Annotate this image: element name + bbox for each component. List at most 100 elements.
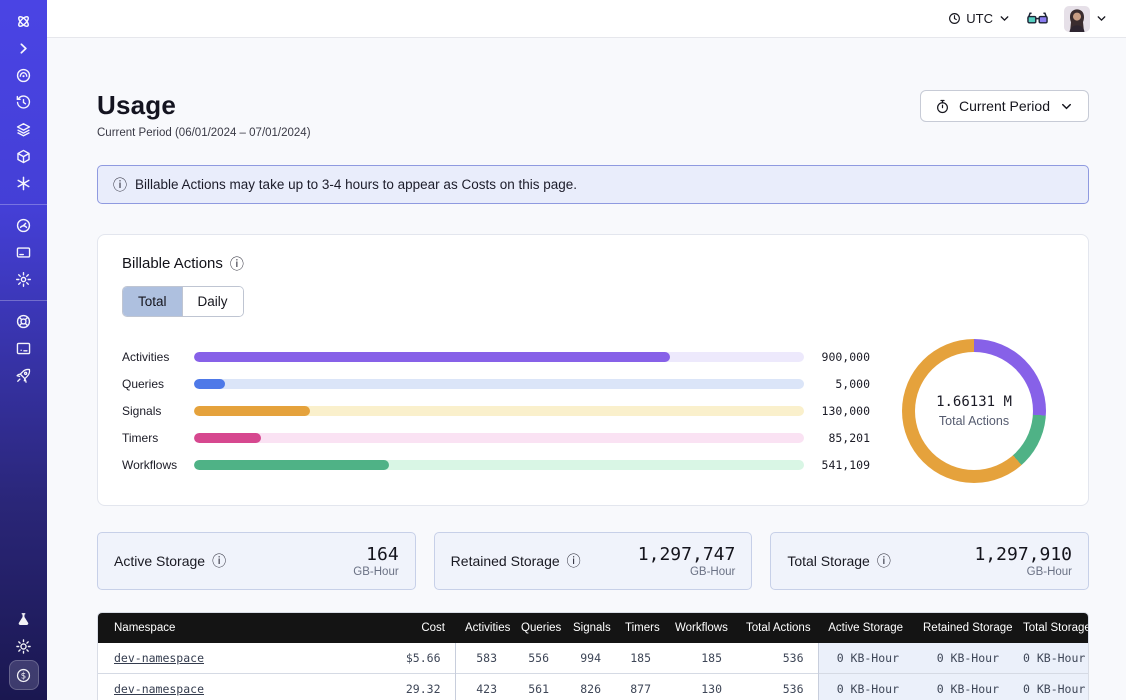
view-toggle: Total Daily [122,286,244,317]
col-active-storage: Active Storage [818,613,913,643]
col-total-actions: Total Actions [736,613,818,643]
sidebar-item-billing[interactable] [9,239,39,266]
feedback-glasses-button[interactable] [1027,11,1048,26]
cell-cost: $5.66 [358,643,455,674]
bar-track [194,433,804,443]
sidebar-item-docs[interactable] [9,335,39,362]
sidebar-item-support[interactable] [9,308,39,335]
sidebar-divider [0,300,47,301]
cube-icon [15,148,32,165]
info-icon: ⓘ [113,178,127,192]
donut-total-label: Total Actions [939,414,1009,428]
bar-value: 5,000 [804,377,870,391]
table-header-row: Namespace Cost Activities Queries Signal… [98,613,1089,643]
page-subtitle: Current Period (06/01/2024 – 07/01/2024) [97,127,311,139]
svg-text:$: $ [21,671,26,681]
total-storage-card: Total Storage ⓘ 1,297,910 GB-Hour [770,532,1089,590]
billable-actions-bar-chart: Activities 900,000 Queries 5,000 Signals… [122,352,884,470]
namespace-usage-table: Namespace Cost Activities Queries Signal… [97,612,1089,700]
active-storage-unit: GB-Hour [353,566,398,578]
cell-timers: 877 [615,674,665,700]
bar-label: Signals [122,404,194,418]
layers-icon [15,121,32,138]
col-signals: Signals [563,613,615,643]
donut-total-value: 1.66131 M [936,394,1012,410]
user-avatar [1064,6,1090,32]
sidebar-item-history[interactable] [9,89,39,116]
info-icon[interactable]: ⓘ [230,257,244,271]
bar-fill [194,406,310,416]
cell-workflows: 130 [665,674,736,700]
sidebar-item-getting-started[interactable] [9,362,39,389]
bar-row-signals: Signals 130,000 [122,406,870,416]
info-icon[interactable]: ⓘ [212,554,226,568]
sidebar-item-pricing[interactable]: $ [9,660,39,690]
bar-row-timers: Timers 85,201 [122,433,870,443]
bar-fill [194,460,389,470]
namespace-link[interactable]: dev-namespace [114,682,204,696]
total-storage-value: 1,297,910 [974,544,1072,565]
sidebar-item-namespaces[interactable] [9,62,39,89]
col-namespace: Namespace [98,613,358,643]
period-selector-button[interactable]: Current Period [920,90,1089,122]
namespaces-icon [15,67,32,84]
billable-actions-card: Billable Actions ⓘ Total Daily Activitie… [97,234,1089,506]
table-row: dev-namespace 29.32 423 561 826 877 130 … [98,674,1089,700]
theme-sun-icon [15,638,32,655]
sidebar: $ [0,0,47,700]
sidebar-item-home[interactable] [9,8,39,35]
table-row: dev-namespace $5.66 583 556 994 185 185 … [98,643,1089,674]
sidebar-item-usage[interactable] [9,212,39,239]
billable-actions-title: Billable Actions [122,255,223,272]
bar-track [194,352,804,362]
bar-row-workflows: Workflows 541,109 [122,460,870,470]
info-icon[interactable]: ⓘ [567,554,581,568]
docs-terminal-icon [15,340,32,357]
sidebar-item-labs[interactable] [9,606,39,633]
cell-active-storage: 0 KB-Hour [818,674,913,700]
billing-card-icon [15,244,32,261]
active-storage-value: 164 [353,544,398,565]
tab-total[interactable]: Total [123,287,182,316]
col-workflows: Workflows [665,613,736,643]
gauge-icon [15,217,32,234]
chevron-down-icon [998,12,1011,25]
user-menu[interactable] [1064,6,1108,32]
bar-value: 85,201 [804,431,870,445]
sidebar-item-batch[interactable] [9,170,39,197]
cell-queries: 556 [511,643,563,674]
sidebar-item-settings[interactable] [9,266,39,293]
cell-queries: 561 [511,674,563,700]
col-total-storage: Total Storage [1013,613,1089,643]
pricing-coin-icon: $ [15,667,32,684]
cell-retained-storage: 0 KB-Hour [913,643,1013,674]
sidebar-divider [0,204,47,205]
bar-label: Workflows [122,458,194,472]
bar-fill [194,379,225,389]
timezone-selector[interactable]: UTC [948,11,1011,26]
bar-fill [194,433,261,443]
clock-icon [948,12,961,25]
cell-workflows: 185 [665,643,736,674]
total-actions-donut: 1.66131 M Total Actions [902,339,1046,483]
bar-value: 130,000 [804,404,870,418]
sidebar-item-deployments[interactable] [9,116,39,143]
tab-daily[interactable]: Daily [182,287,243,316]
sidebar-item-nexus[interactable] [9,143,39,170]
retained-storage-unit: GB-Hour [638,566,736,578]
stopwatch-icon [935,99,950,114]
bar-value: 900,000 [804,350,870,364]
bar-row-activities: Activities 900,000 [122,352,870,362]
namespace-link[interactable]: dev-namespace [114,651,204,665]
info-banner: ⓘ Billable Actions may take up to 3-4 ho… [97,165,1089,204]
cell-cost: 29.32 [358,674,455,700]
asterisk-icon [15,175,32,192]
sidebar-item-collapse[interactable] [9,35,39,62]
chevron-right-icon [15,40,32,57]
main-content: Usage Current Period (06/01/2024 – 07/01… [47,38,1126,700]
labs-flask-icon [15,611,32,628]
col-timers: Timers [615,613,665,643]
sidebar-item-theme[interactable] [9,633,39,660]
bar-track [194,379,804,389]
info-icon[interactable]: ⓘ [877,554,891,568]
